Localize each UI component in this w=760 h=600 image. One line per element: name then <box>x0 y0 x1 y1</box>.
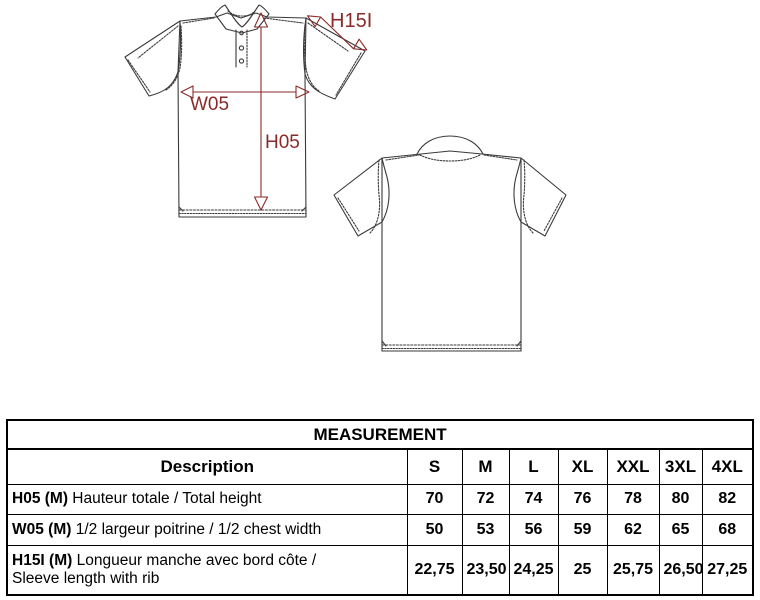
svg-text:H15I: H15I <box>330 10 372 32</box>
svg-text:W05: W05 <box>190 94 229 115</box>
svg-text:H05: H05 <box>265 132 300 153</box>
